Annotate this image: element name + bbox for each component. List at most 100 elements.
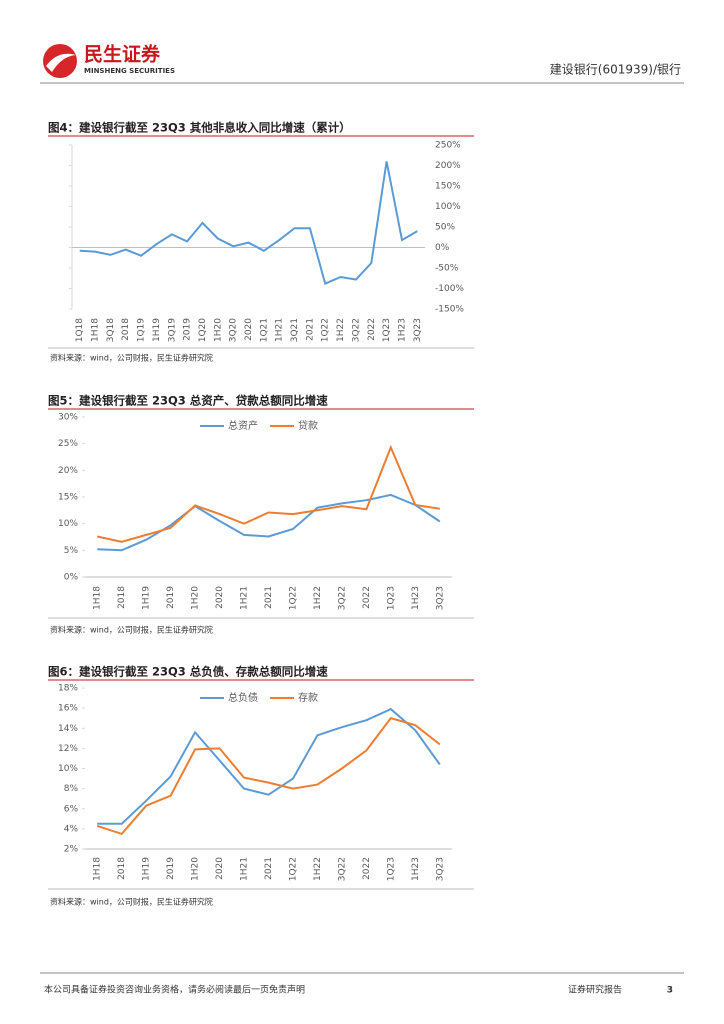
y-tick-label: 15% [58,493,78,503]
y-tick-label: 5% [64,546,79,556]
brand: 民生证券 [84,43,161,66]
x-tick-label: 3Q21 [290,318,300,342]
x-tick-label: 2020 [244,318,254,341]
x-tick-label: 3Q23 [435,586,445,610]
x-tick-label: 2019 [183,318,193,341]
disclaimer: 本公司具备证券投资咨询业务资格，请务必阅读最后一页免责声明 [44,984,305,996]
logo [43,44,77,78]
x-tick-label: 1H20 [191,586,201,610]
y-tick-label: 8% [64,784,79,794]
x-tick-label: 2021 [264,586,274,609]
report-name: 建设银行(601939)/银行 [550,63,681,77]
x-tick-label: 2022 [362,857,372,880]
y-tick-label: 150% [435,182,461,192]
y-tick-label: 10% [58,519,78,529]
x-tick-label: 1Q22 [321,318,331,342]
y-tick-label: 6% [64,804,79,814]
y-tick-label: 10% [58,764,78,774]
x-tick-label: 1Q22 [288,586,298,610]
x-tick-label: 2020 [215,857,225,880]
x-tick-label: 1H19 [142,857,152,881]
x-tick-label: 1H19 [142,586,152,610]
x-tick-label: 1H21 [240,857,250,881]
page-number: 3 [667,986,673,996]
x-tick-label: 1Q23 [386,857,396,881]
x-tick-label: 1H18 [91,318,101,342]
series-line [79,161,418,285]
series-line [96,717,441,836]
legend-label: 总资产 [228,419,258,432]
x-tick-label: 1Q23 [382,318,392,342]
x-tick-label: 2022 [362,586,372,609]
y-tick-label: 100% [435,202,461,212]
x-tick-label: 1H18 [93,586,103,610]
y-tick-label: 200% [435,161,461,171]
x-tick-label: 1Q23 [386,586,396,610]
x-tick-label: 1H23 [411,586,421,610]
series-line [97,707,441,825]
y-tick-label: -100% [435,284,464,294]
source-note: 资料来源：wind，公司财报，民生证券研究院 [50,353,213,363]
x-tick-label: 1Q19 [137,318,147,343]
x-tick-label: 1H20 [213,318,223,342]
y-tick-label: 16% [58,704,78,714]
y-tick-label: -50% [435,264,459,274]
y-tick-label: 14% [58,724,78,734]
x-tick-label: 2018 [117,857,127,880]
x-tick-label: 3Q19 [167,318,177,343]
x-tick-label: 3Q23 [413,318,423,342]
x-tick-label: 1H19 [152,318,162,342]
x-tick-label: 1H21 [240,586,250,610]
source-note: 资料来源：wind，公司财报，民生证券研究院 [50,625,213,635]
figure-title: 图6：建设银行截至 23Q3 总负债、存款总额同比增速 [48,665,328,679]
x-tick-label: 1H18 [93,857,103,881]
x-tick-label: 1Q22 [288,857,298,881]
x-tick-label: 3Q22 [337,586,347,610]
x-tick-label: 2019 [166,586,176,609]
series-line [97,493,441,552]
x-tick-label: 1H22 [336,318,346,342]
y-tick-label: 18% [58,684,78,694]
x-tick-label: 1H22 [313,857,323,881]
y-tick-label: 250% [435,141,461,151]
x-tick-label: 2020 [215,586,225,609]
y-tick-label: 20% [58,466,78,476]
x-tick-label: 2021 [264,857,274,880]
footer-label: 证券研究报告 [568,984,622,996]
y-tick-label: 4% [64,824,79,834]
x-tick-label: 1Q21 [259,318,269,342]
x-tick-label: 3Q22 [351,318,361,342]
x-tick-label: 1Q18 [75,318,85,343]
x-tick-label: 2021 [305,318,315,341]
x-tick-label: 2018 [121,318,131,341]
y-tick-label: 0% [64,573,79,583]
x-tick-label: 2022 [367,318,377,341]
y-tick-label: 0% [435,243,450,253]
x-tick-label: 1H21 [275,318,285,342]
series-line [96,444,440,543]
brand-en: MINSHENG SECURITIES [84,67,175,75]
x-tick-label: 3Q22 [337,857,347,881]
y-tick-label: -150% [435,305,464,315]
source-note: 资料来源：wind，公司财报，民生证券研究院 [50,897,213,907]
x-tick-label: 3Q18 [106,318,116,343]
x-tick-label: 2019 [166,857,176,880]
y-tick-label: 30% [58,413,78,423]
x-tick-label: 1Q20 [198,318,208,343]
x-tick-label: 3Q23 [435,857,445,881]
y-tick-label: 12% [58,744,78,754]
x-tick-label: 3Q20 [229,318,239,343]
x-tick-label: 1H23 [411,857,421,881]
figure-title: 图4：建设银行截至 23Q3 其他非息收入同比增速（累计） [48,121,351,135]
legend-label: 总负债 [228,691,258,704]
x-tick-label: 1H20 [191,857,201,881]
legend-label: 贷款 [298,419,318,432]
x-tick-label: 1H22 [313,586,323,610]
y-tick-label: 25% [58,439,78,449]
legend-label: 存款 [298,691,318,704]
logo-swoosh [46,53,76,72]
x-tick-label: 2018 [117,586,127,609]
y-tick-label: 50% [435,223,455,233]
figure-title: 图5：建设银行截至 23Q3 总资产、贷款总额同比增速 [48,394,328,408]
